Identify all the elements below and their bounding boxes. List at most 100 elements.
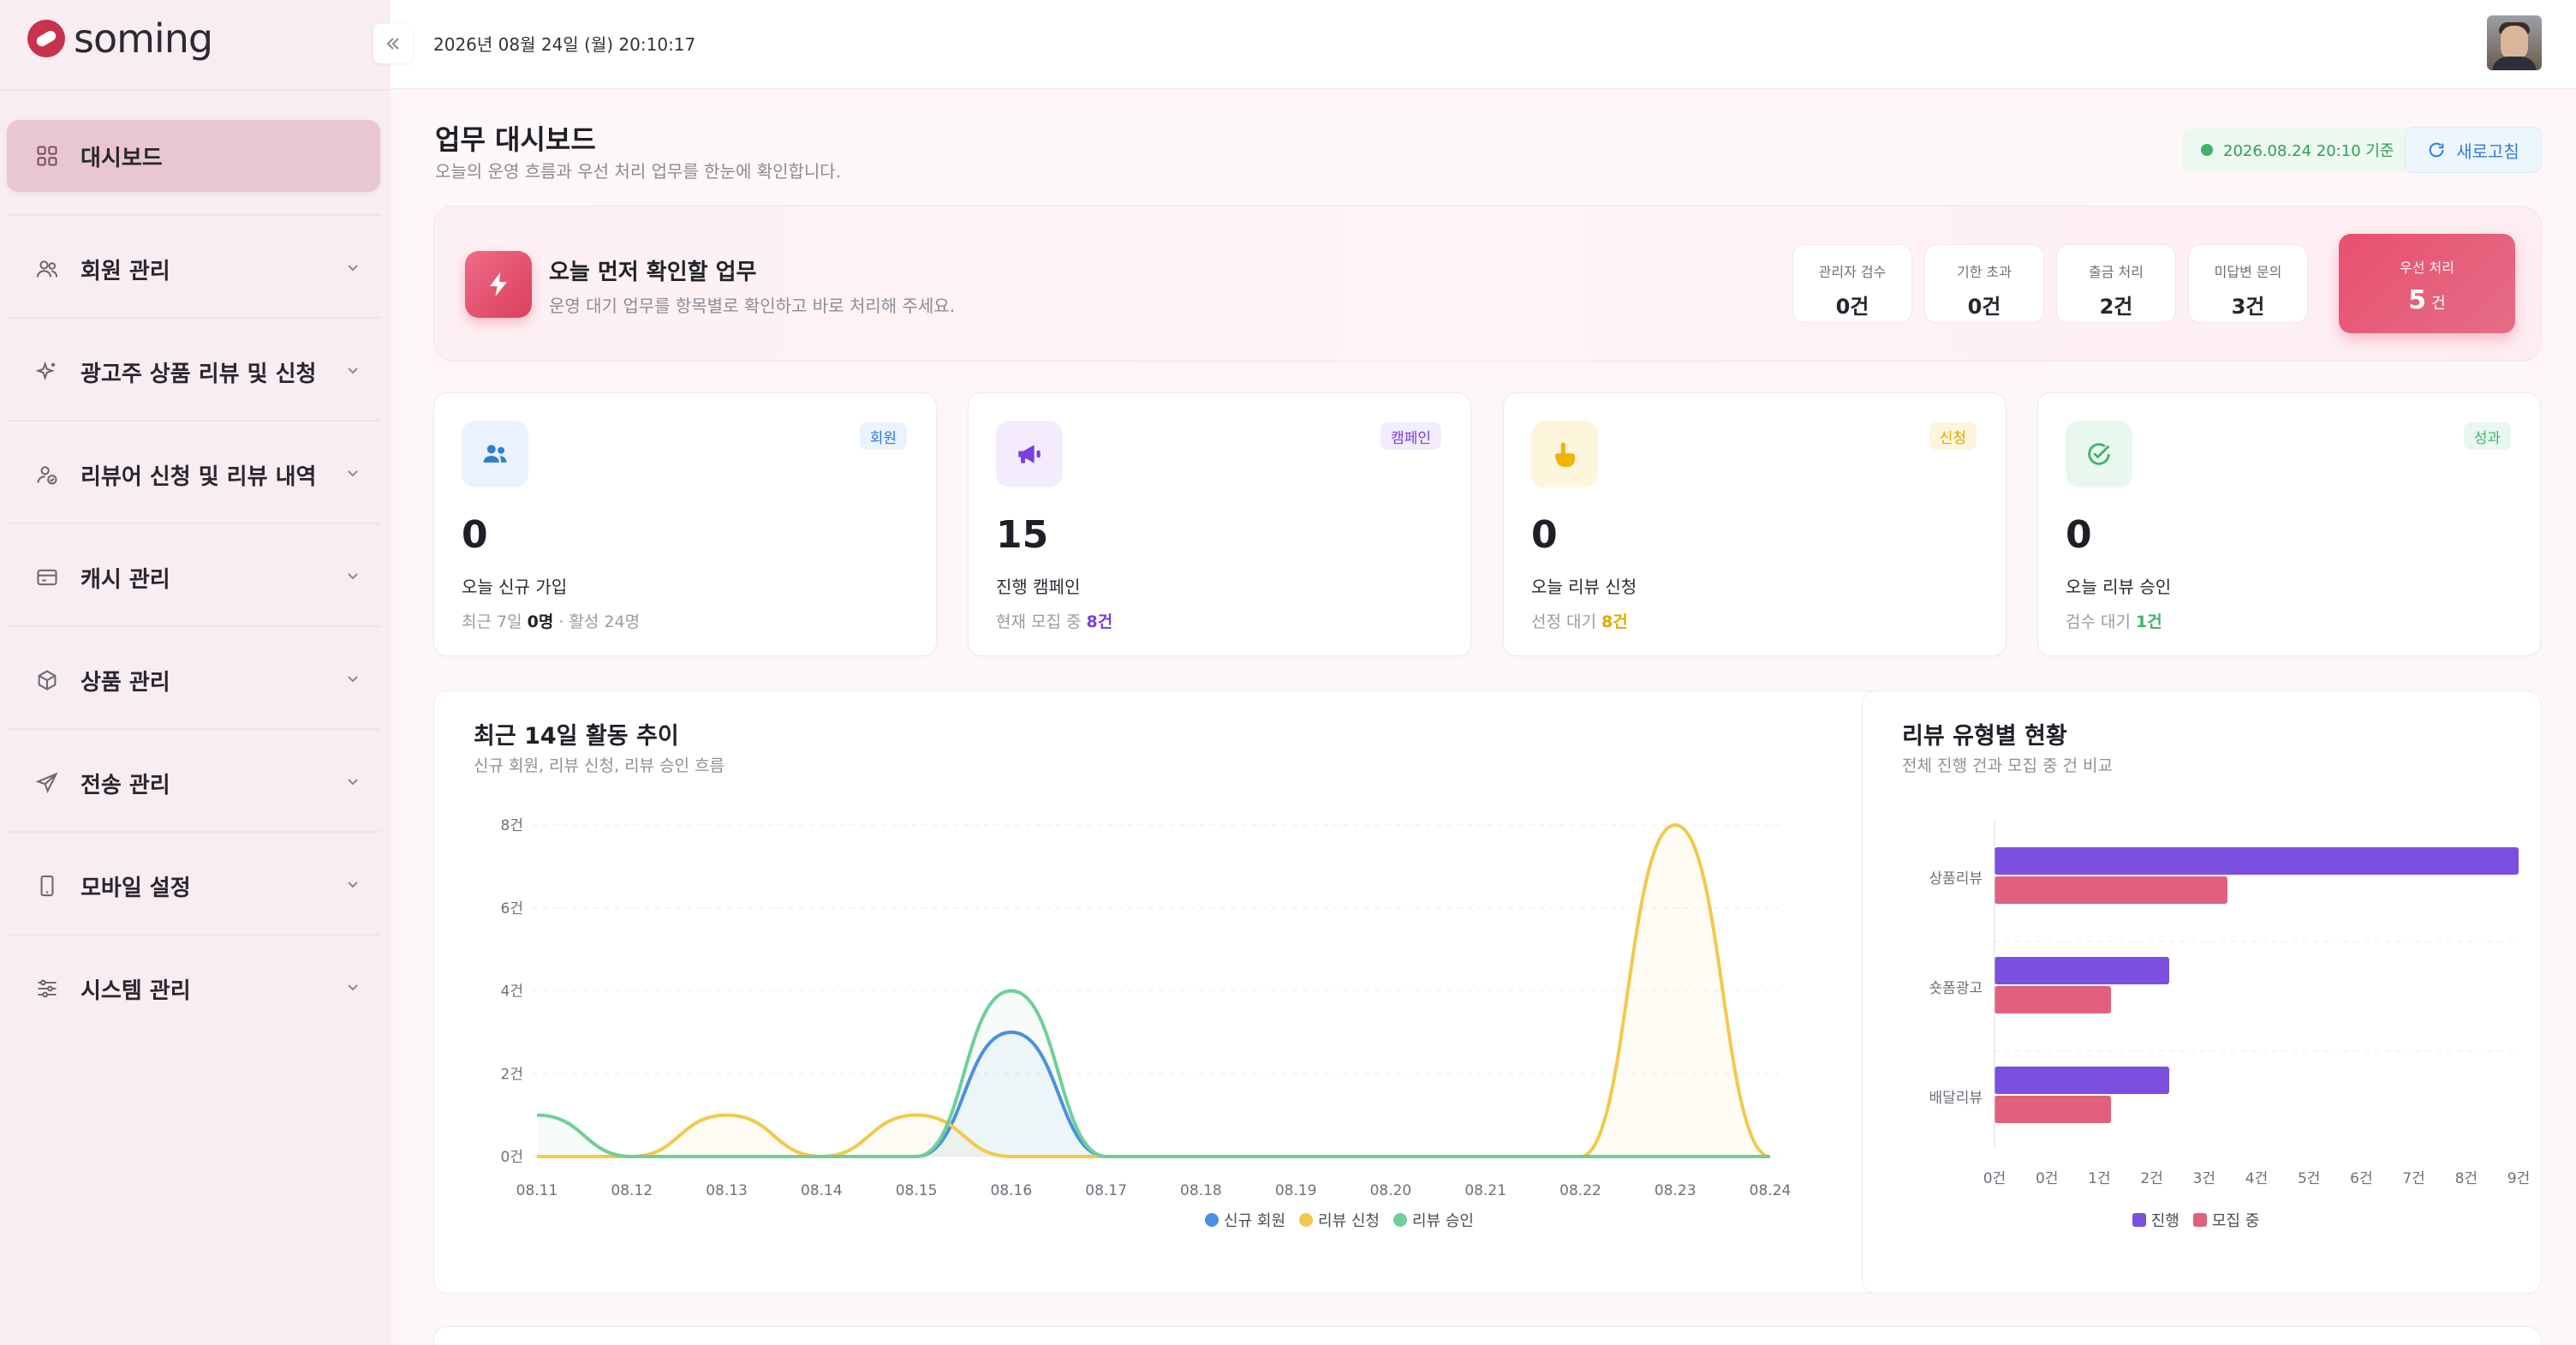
stat-card-review-applications[interactable]: 신청 0 오늘 리뷰 신청 선정 대기 8건 xyxy=(1503,392,2007,656)
bar[interactable] xyxy=(1995,1096,2111,1123)
legend-label: 모집 중 xyxy=(2211,1212,2260,1230)
avatar[interactable] xyxy=(2487,15,2542,70)
x-tick-label: 08.20 xyxy=(1370,1182,1412,1199)
x-tick-label: 08.11 xyxy=(516,1182,558,1199)
legend-label: 신규 회원 xyxy=(1224,1212,1286,1230)
chart-legend: 진행 모집 중 xyxy=(1863,1209,2543,1231)
legend-item[interactable]: 신규 회원 xyxy=(1205,1209,1285,1231)
sidebar-item-sending[interactable]: 전송 관리 xyxy=(7,747,380,819)
x-tick-label: 3건 xyxy=(2193,1170,2215,1187)
priority-banner: 오늘 먼저 확인할 업무 운영 대기 업무를 항목별로 확인하고 바로 처리해 … xyxy=(433,206,2542,362)
legend-item[interactable]: 리뷰 신청 xyxy=(1299,1209,1380,1231)
bar[interactable] xyxy=(1995,1067,2169,1094)
stat-card-new-members[interactable]: 회원 0 오늘 신규 가입 최근 7일 0명 · 활성 24명 xyxy=(433,392,937,656)
sidebar-item-mobile-settings[interactable]: 모바일 설정 xyxy=(7,850,380,922)
sidebar-item-system[interactable]: 시스템 관리 xyxy=(7,953,380,1025)
footnote-suffix: · 활성 24명 xyxy=(553,613,641,631)
bar[interactable] xyxy=(1995,986,2111,1013)
priority-count-unit: 건 xyxy=(2431,295,2446,313)
chevron-down-icon xyxy=(348,368,358,374)
refresh-button[interactable]: 새로고침 xyxy=(2405,127,2542,173)
card-badge: 캠페인 xyxy=(1380,422,1441,450)
legend-label: 리뷰 승인 xyxy=(1411,1212,1474,1230)
asof-label: 2026.08.24 20:10 기준 xyxy=(2223,142,2394,160)
card-badge: 회원 xyxy=(859,422,907,450)
chevron-down-icon xyxy=(348,779,358,786)
stat-card-review-approvals[interactable]: 성과 0 오늘 리뷰 승인 검수 대기 1건 xyxy=(2037,392,2541,656)
users-icon xyxy=(462,421,528,487)
panel-subtitle: 전체 진행 건과 모집 중 건 비교 xyxy=(1902,756,2113,775)
sidebar-item-label: 캐시 관리 xyxy=(80,566,170,593)
card-label: 오늘 리뷰 신청 xyxy=(1531,577,1637,597)
sidebar-item-label: 회원 관리 xyxy=(80,258,170,284)
card-icon xyxy=(34,565,60,590)
task-withdrawal[interactable]: 출금 처리 2건 xyxy=(2056,244,2176,323)
divider xyxy=(7,317,380,319)
bar[interactable] xyxy=(1995,847,2519,875)
legend-item[interactable]: 리뷰 승인 xyxy=(1392,1209,1474,1231)
x-tick-label: 8건 xyxy=(2455,1170,2478,1187)
chevron-down-icon xyxy=(348,984,358,991)
task-count: 0건 xyxy=(1835,295,1869,319)
sidebar-item-cash[interactable]: 캐시 관리 xyxy=(7,541,380,613)
x-tick-label: 08.18 xyxy=(1180,1182,1222,1199)
mobile-icon xyxy=(34,873,60,899)
card-label: 오늘 리뷰 승인 xyxy=(2066,577,2172,597)
series-area xyxy=(537,825,1770,1157)
top-bar: 2026년 08월 24일 (월) 20:10:17 xyxy=(391,0,2576,89)
card-footnote: 선정 대기 8건 xyxy=(1531,609,1628,632)
task-admin-review[interactable]: 관리자 검수 0건 xyxy=(1792,244,1912,323)
task-count: 2건 xyxy=(2099,295,2133,319)
footnote-value: 1건 xyxy=(2136,613,2162,631)
series-line xyxy=(536,989,1770,1158)
priority-label: 우선 처리 xyxy=(2400,260,2454,276)
avatar-face xyxy=(2501,26,2528,60)
task-overdue[interactable]: 기한 초과 0건 xyxy=(1924,244,2044,323)
legend-item[interactable]: 모집 중 xyxy=(2192,1209,2260,1231)
divider xyxy=(7,523,380,524)
card-value: 0 xyxy=(1531,513,1558,557)
y-tick-label: 8건 xyxy=(501,817,523,834)
chevron-down-icon xyxy=(348,676,358,683)
x-tick-label: 08.16 xyxy=(991,1182,1033,1199)
sidebar-item-products[interactable]: 상품 관리 xyxy=(7,644,380,716)
x-tick-label: 08.22 xyxy=(1559,1182,1601,1199)
avatar-shirt xyxy=(2492,57,2537,70)
stat-card-campaigns[interactable]: 캠페인 15 진행 캠페인 현재 모집 중 8건 xyxy=(968,392,1471,656)
sidebar-item-advertiser-reviews[interactable]: 광고주 상품 리뷰 및 신청 xyxy=(7,336,380,408)
card-badge: 성과 xyxy=(2463,422,2511,450)
grid-icon xyxy=(34,143,60,169)
x-tick-label: 08.21 xyxy=(1464,1182,1506,1199)
brand-logo[interactable]: soming xyxy=(27,15,213,62)
sidebar-item-reviewer-applications[interactable]: 리뷰어 신청 및 리뷰 내역 xyxy=(7,439,380,511)
brand-name: soming xyxy=(74,15,213,62)
current-datetime: 2026년 08월 24일 (월) 20:10:17 xyxy=(433,34,696,55)
x-tick-label: 6건 xyxy=(2350,1170,2372,1187)
sidebar-collapse-button[interactable] xyxy=(373,24,413,63)
banner-title: 오늘 먼저 확인할 업무 xyxy=(549,260,757,285)
panel-title: 최근 14일 활동 추이 xyxy=(474,723,679,750)
x-tick-label: 7건 xyxy=(2402,1170,2424,1187)
bar[interactable] xyxy=(1995,957,2169,984)
brand-logo-icon xyxy=(27,20,65,57)
legend-item[interactable]: 진행 xyxy=(2132,1209,2179,1231)
sidebar-item-members[interactable]: 회원 관리 xyxy=(7,233,380,305)
card-label: 진행 캠페인 xyxy=(996,577,1081,597)
user-check-icon xyxy=(34,462,60,487)
x-tick-label: 08.13 xyxy=(706,1182,748,1199)
category-label: 배달리뷰 xyxy=(1929,1090,1983,1107)
legend-swatch xyxy=(2192,1213,2207,1227)
task-unanswered-inquiry[interactable]: 미답변 문의 3건 xyxy=(2188,244,2308,323)
card-label: 오늘 신규 가입 xyxy=(462,577,568,597)
pointing-hand-icon xyxy=(1531,421,1598,487)
sidebar-item-dashboard[interactable]: 대시보드 xyxy=(7,120,380,192)
y-tick-label: 4건 xyxy=(501,983,523,1001)
x-tick-label: 08.23 xyxy=(1655,1182,1696,1199)
next-panel xyxy=(433,1326,2542,1345)
bar[interactable] xyxy=(1995,876,2227,904)
task-label: 관리자 검수 xyxy=(1818,264,1887,280)
sidebar-item-label: 리뷰어 신청 및 리뷰 내역 xyxy=(80,463,317,490)
